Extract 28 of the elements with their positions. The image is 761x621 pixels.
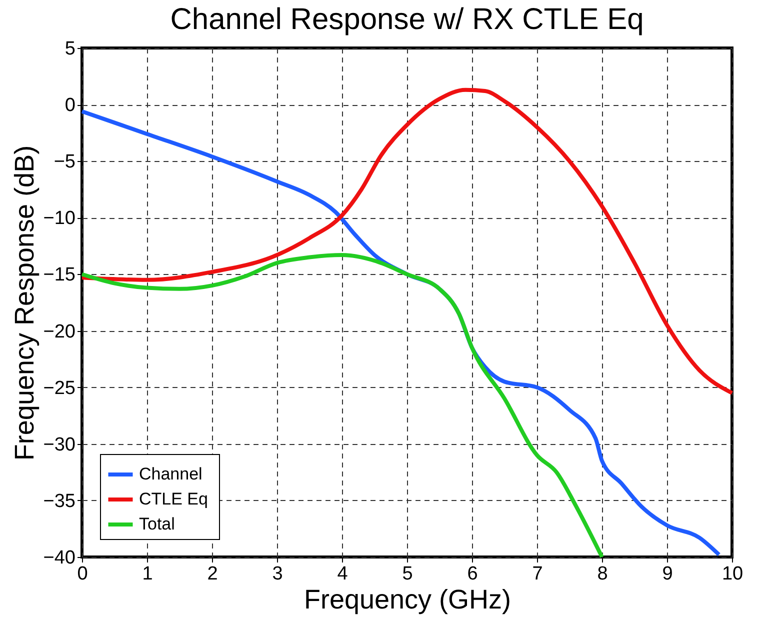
y-tick-label: −10 — [43, 208, 76, 230]
y-tick-label: 5 — [64, 38, 76, 60]
legend-label: Total — [139, 514, 175, 534]
x-tick-label: 9 — [662, 564, 673, 584]
x-tick-label: 5 — [402, 564, 413, 584]
x-tick-label: 2 — [207, 564, 218, 584]
x-axis-title: Frequency (GHz) — [304, 584, 512, 614]
x-tick-label: 1 — [142, 564, 153, 584]
x-tick-label: 6 — [467, 564, 478, 584]
line-series — [80, 252, 604, 559]
y-tick-label: −5 — [54, 152, 76, 173]
chart-title: Channel Response w/ RX CTLE Eq — [170, 3, 644, 36]
legend-label: Channel — [139, 464, 202, 484]
y-tick-label: −20 — [43, 321, 76, 342]
y-tick-label: −25 — [43, 378, 76, 399]
line-series — [80, 88, 734, 395]
y-tick-label: −35 — [43, 490, 76, 512]
x-tick-label: 10 — [722, 564, 744, 584]
legend-label: CTLE Eq — [139, 490, 208, 508]
y-axis-title: Frequency Response (dB) — [9, 145, 40, 461]
x-tick-label: 8 — [597, 564, 608, 584]
x-tick-label: 3 — [272, 564, 283, 584]
y-tick-label: −15 — [43, 264, 76, 286]
y-tick-label: −30 — [43, 434, 76, 456]
y-tick-label: −40 — [43, 548, 76, 568]
x-tick-label: 4 — [337, 564, 348, 584]
x-tick-label: 7 — [532, 564, 543, 584]
y-tick-label: 0 — [64, 95, 76, 116]
